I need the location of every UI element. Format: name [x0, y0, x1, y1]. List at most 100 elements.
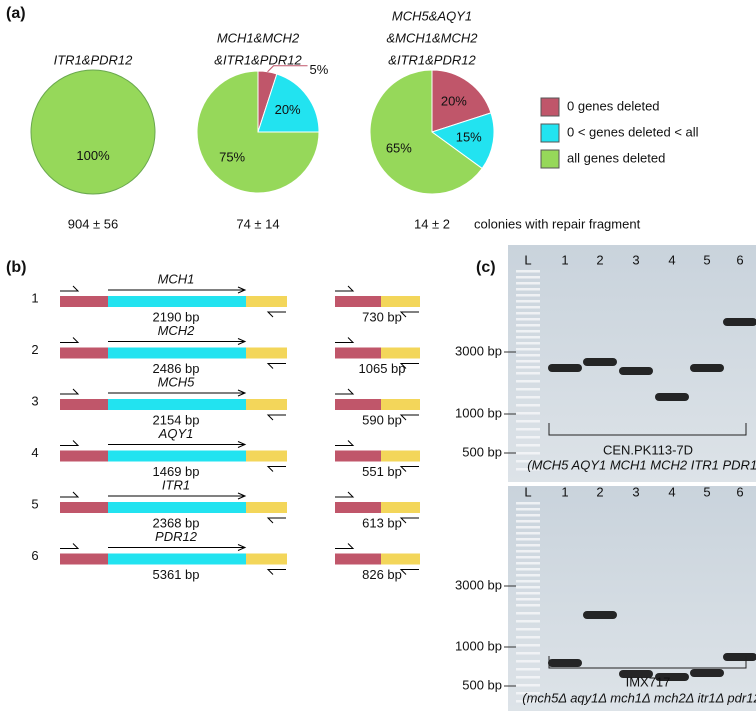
ladder-band [516, 324, 540, 327]
primer-fwd [335, 491, 355, 498]
ladder-band [516, 444, 540, 447]
lane-label: 2 [596, 252, 603, 267]
repair-left [335, 399, 381, 410]
repair-right [381, 450, 420, 462]
marker-label: 1000 bp [455, 405, 502, 420]
primer-rev [399, 517, 419, 524]
genotype: (MCH5 AQY1 MCH1 MCH2 ITR1 PDR12) [527, 457, 756, 472]
value-label: 100% [76, 148, 110, 163]
lane-label: L [524, 252, 531, 267]
pie-note: 904 ± 56 [68, 216, 119, 231]
ladder-band [516, 612, 540, 615]
repair-length: 551 bp [362, 464, 402, 479]
pie-slice [369, 69, 483, 195]
ladder-band [516, 428, 540, 431]
legend-label: 0 genes deleted [567, 98, 660, 113]
ladder-band [516, 660, 540, 663]
strain-name: IMX717 [626, 674, 671, 689]
marker-label: 3000 bp [455, 577, 502, 592]
pie-title: ITR1&PDR12 [54, 52, 134, 67]
genotype: (mch5Δ aqy1Δ mch1Δ mch2Δ itr1Δ pdr12Δ) [522, 690, 756, 705]
primer-rev [399, 311, 419, 318]
flank-right [246, 347, 287, 359]
primer-fwd [60, 440, 80, 446]
pie-slice [196, 70, 320, 194]
flank-left [60, 553, 108, 565]
primer-rev [266, 569, 286, 575]
ladder-band [516, 620, 540, 623]
ladder-band [516, 592, 540, 595]
legend-swatch [540, 123, 560, 143]
flank-left [60, 502, 108, 513]
primer-fwd [335, 285, 355, 292]
ladder-band [516, 380, 540, 383]
row-number: 4 [31, 445, 38, 460]
primer-rev [399, 466, 419, 472]
lane-label: 5 [703, 252, 710, 267]
repair-length: 590 bp [362, 412, 402, 427]
ladder-band [516, 360, 540, 363]
dna-band [548, 364, 582, 372]
pie-slice [431, 69, 492, 133]
pie-title: &ITR1&PDR12 [214, 52, 302, 67]
dna-band [583, 358, 617, 366]
repair-right [381, 347, 420, 359]
repair-length: 1065 bp [359, 361, 406, 376]
flank-right [246, 502, 287, 513]
ladder-band [516, 388, 540, 391]
ladder-band [516, 312, 540, 315]
dna-band [690, 669, 724, 677]
ladder-band [516, 538, 540, 541]
gene-length: 2154 bp [153, 412, 200, 427]
primer-rev [399, 569, 419, 575]
gene-length: 5361 bp [153, 567, 200, 582]
lane-label: 5 [703, 484, 710, 499]
marker-label: 3000 bp [455, 343, 502, 358]
pie-slice [30, 69, 156, 195]
gene-length: 2486 bp [153, 361, 200, 376]
primer-fwd [335, 440, 355, 446]
ladder-band [516, 514, 540, 517]
primer-fwd [60, 388, 80, 395]
gene-block [108, 553, 246, 565]
legend-label: 0 < genes deleted < all [567, 124, 699, 139]
repair-right [381, 553, 420, 565]
pie-note: 14 ± 2 [414, 216, 450, 231]
gene-name: MCH1 [158, 271, 195, 286]
flank-left [60, 399, 108, 410]
leader-line [267, 65, 308, 73]
ladder-band [516, 460, 540, 463]
ladder-band [516, 684, 540, 687]
pie-title: MCH1&MCH2 [217, 30, 300, 45]
lane-label: 1 [561, 484, 568, 499]
ladder-band [516, 556, 540, 559]
dna-band [619, 670, 653, 678]
primer-rev [266, 363, 286, 369]
primer-fwd [60, 491, 80, 498]
ladder-band [516, 502, 540, 505]
repair-length: 826 bp [362, 567, 402, 582]
lane-label: 4 [668, 484, 675, 499]
flank-left [60, 296, 108, 307]
ladder-band [516, 354, 540, 357]
ladder-band [516, 336, 540, 339]
pie-note: 74 ± 14 [236, 216, 279, 231]
gene-arrow [108, 492, 247, 500]
dna-band [723, 653, 756, 661]
panel-label: (c) [476, 259, 496, 276]
primer-rev [399, 363, 419, 369]
repair-right [381, 296, 420, 307]
primer-fwd [335, 337, 355, 343]
gene-block [108, 450, 246, 462]
flank-right [246, 553, 287, 565]
ladder-band [516, 288, 540, 291]
repair-left [335, 296, 381, 307]
lane-label: 6 [736, 252, 743, 267]
flank-left [60, 347, 108, 359]
panel-label: (a) [6, 5, 26, 22]
lane-label: L [524, 484, 531, 499]
pie-title: MCH5&AQY1 [392, 8, 472, 23]
gene-name: ITR1 [162, 477, 190, 492]
marker-label: 500 bp [462, 677, 502, 692]
gene-block [108, 296, 246, 307]
